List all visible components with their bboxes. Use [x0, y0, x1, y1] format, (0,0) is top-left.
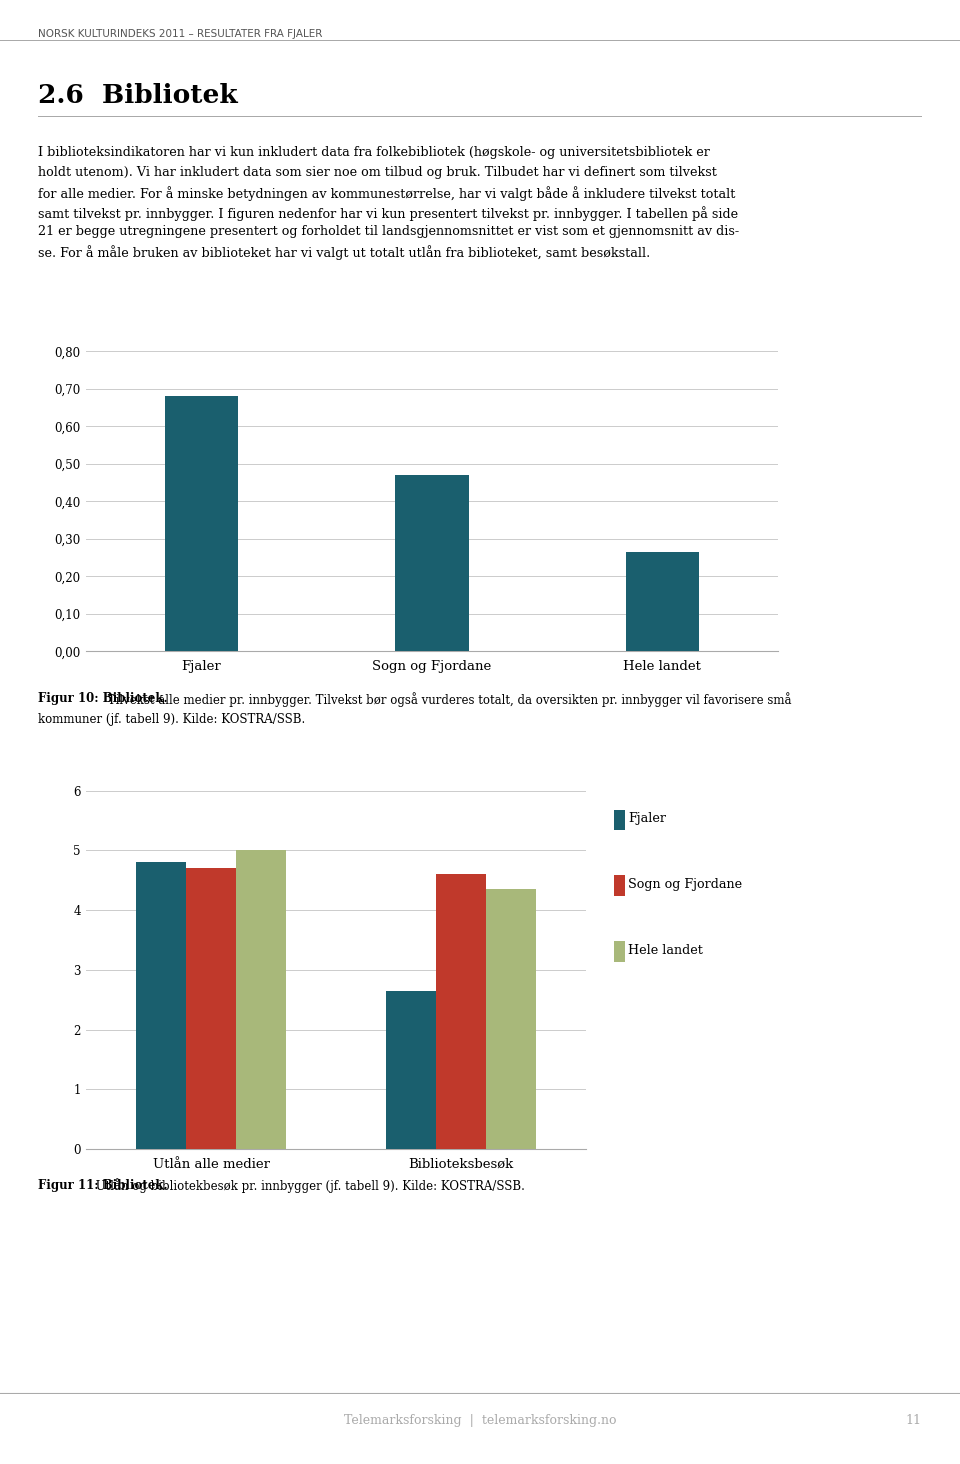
Text: Tilvekst alle medier pr. innbygger. Tilvekst bør også vurderes totalt, da oversi: Tilvekst alle medier pr. innbygger. Tilv… [104, 692, 791, 707]
Text: holdt utenom). Vi har inkludert data som sier noe om tilbud og bruk. Tilbudet ha: holdt utenom). Vi har inkludert data som… [38, 167, 717, 179]
Text: 11: 11 [905, 1414, 922, 1426]
Text: Utlån og bibliotekbesøk pr. innbygger (jf. tabell 9). Kilde: KOSTRA/SSB.: Utlån og bibliotekbesøk pr. innbygger (j… [92, 1179, 525, 1193]
Text: 2.6  Bibliotek: 2.6 Bibliotek [38, 82, 238, 108]
Bar [486, 889, 536, 1149]
Bar [626, 552, 699, 651]
Text: NORSK KULTURINDEKS 2011 – RESULTATER FRA FJALER: NORSK KULTURINDEKS 2011 – RESULTATER FRA… [38, 29, 323, 38]
Text: for alle medier. For å minske betydningen av kommunestørrelse, har vi valgt både: for alle medier. For å minske betydninge… [38, 186, 735, 201]
Text: Telemarksforsking  |  telemarksforsking.no: Telemarksforsking | telemarksforsking.no [344, 1414, 616, 1426]
Text: I biblioteksindikatoren har vi kun inkludert data fra folkebibliotek (høgskole- : I biblioteksindikatoren har vi kun inklu… [38, 146, 710, 160]
Text: samt tilvekst pr. innbygger. I figuren nedenfor har vi kun presentert tilvekst p: samt tilvekst pr. innbygger. I figuren n… [38, 205, 738, 221]
Bar [186, 868, 236, 1149]
Bar [396, 476, 468, 651]
Text: Figur 10: Bibliotek.: Figur 10: Bibliotek. [38, 692, 168, 706]
Text: se. For å måle bruken av biblioteket har vi valgt ut totalt utlån fra biblioteke: se. For å måle bruken av biblioteket har… [38, 244, 651, 261]
Bar [165, 397, 238, 651]
Bar [436, 874, 486, 1149]
Text: Hele landet: Hele landet [628, 944, 703, 957]
Text: Sogn og Fjordane: Sogn og Fjordane [628, 878, 742, 892]
Bar [386, 991, 436, 1149]
Bar [136, 862, 186, 1149]
Text: Figur 11: Bibliotek.: Figur 11: Bibliotek. [38, 1179, 168, 1192]
Text: 21 er begge utregningene presentert og forholdet til landsgjennomsnittet er vist: 21 er begge utregningene presentert og f… [38, 225, 739, 239]
Text: Fjaler: Fjaler [628, 813, 666, 826]
Text: kommuner (jf. tabell 9). Kilde: KOSTRA/SSB.: kommuner (jf. tabell 9). Kilde: KOSTRA/S… [38, 713, 305, 726]
Bar [236, 851, 286, 1149]
